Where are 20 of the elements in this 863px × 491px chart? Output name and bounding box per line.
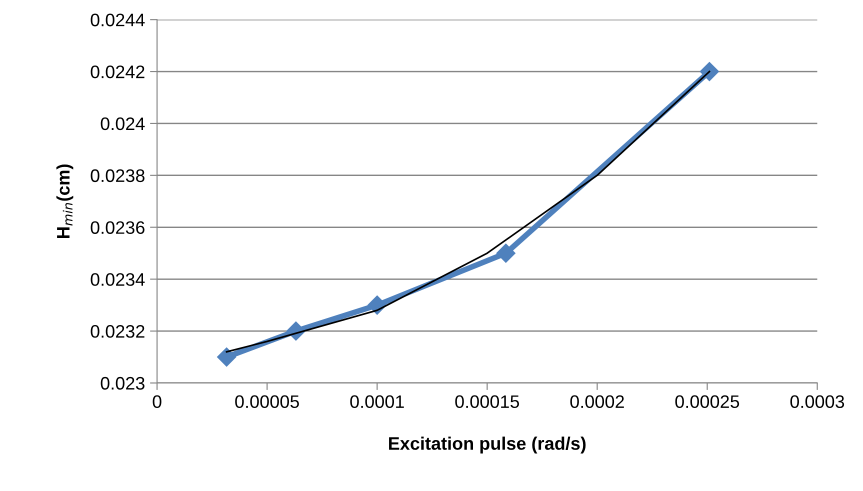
x-tick-label: 0.0003 xyxy=(790,395,844,408)
y-tick-label: 0.0238 xyxy=(90,169,144,182)
y-tick-label: 0.023 xyxy=(100,376,144,390)
x-tick-label: 0.0002 xyxy=(570,395,624,408)
y-tick-label: 0.0234 xyxy=(90,273,145,286)
x-tick-label: 0.00005 xyxy=(235,395,299,408)
point xyxy=(700,62,719,82)
y-tick-label: 0.0236 xyxy=(90,221,144,234)
x-tick-label: 0 xyxy=(152,395,162,408)
y-tick-label: 0.024 xyxy=(100,117,145,130)
y-tick-label: 0.0242 xyxy=(90,65,144,78)
x-tick-label: 0.0001 xyxy=(350,395,404,408)
x-tick-label: 0.00025 xyxy=(675,395,740,408)
point xyxy=(496,244,516,263)
point xyxy=(217,347,236,367)
y-axis-title: H$_{min}$(cm) xyxy=(56,164,74,238)
y-tick-label: 0.0232 xyxy=(90,325,144,338)
x-tick-label: 0.00015 xyxy=(455,395,520,408)
x-axis-title: Excitation pulse (rad/s) xyxy=(389,436,586,454)
y-tick-label: 0.0244 xyxy=(90,14,145,26)
